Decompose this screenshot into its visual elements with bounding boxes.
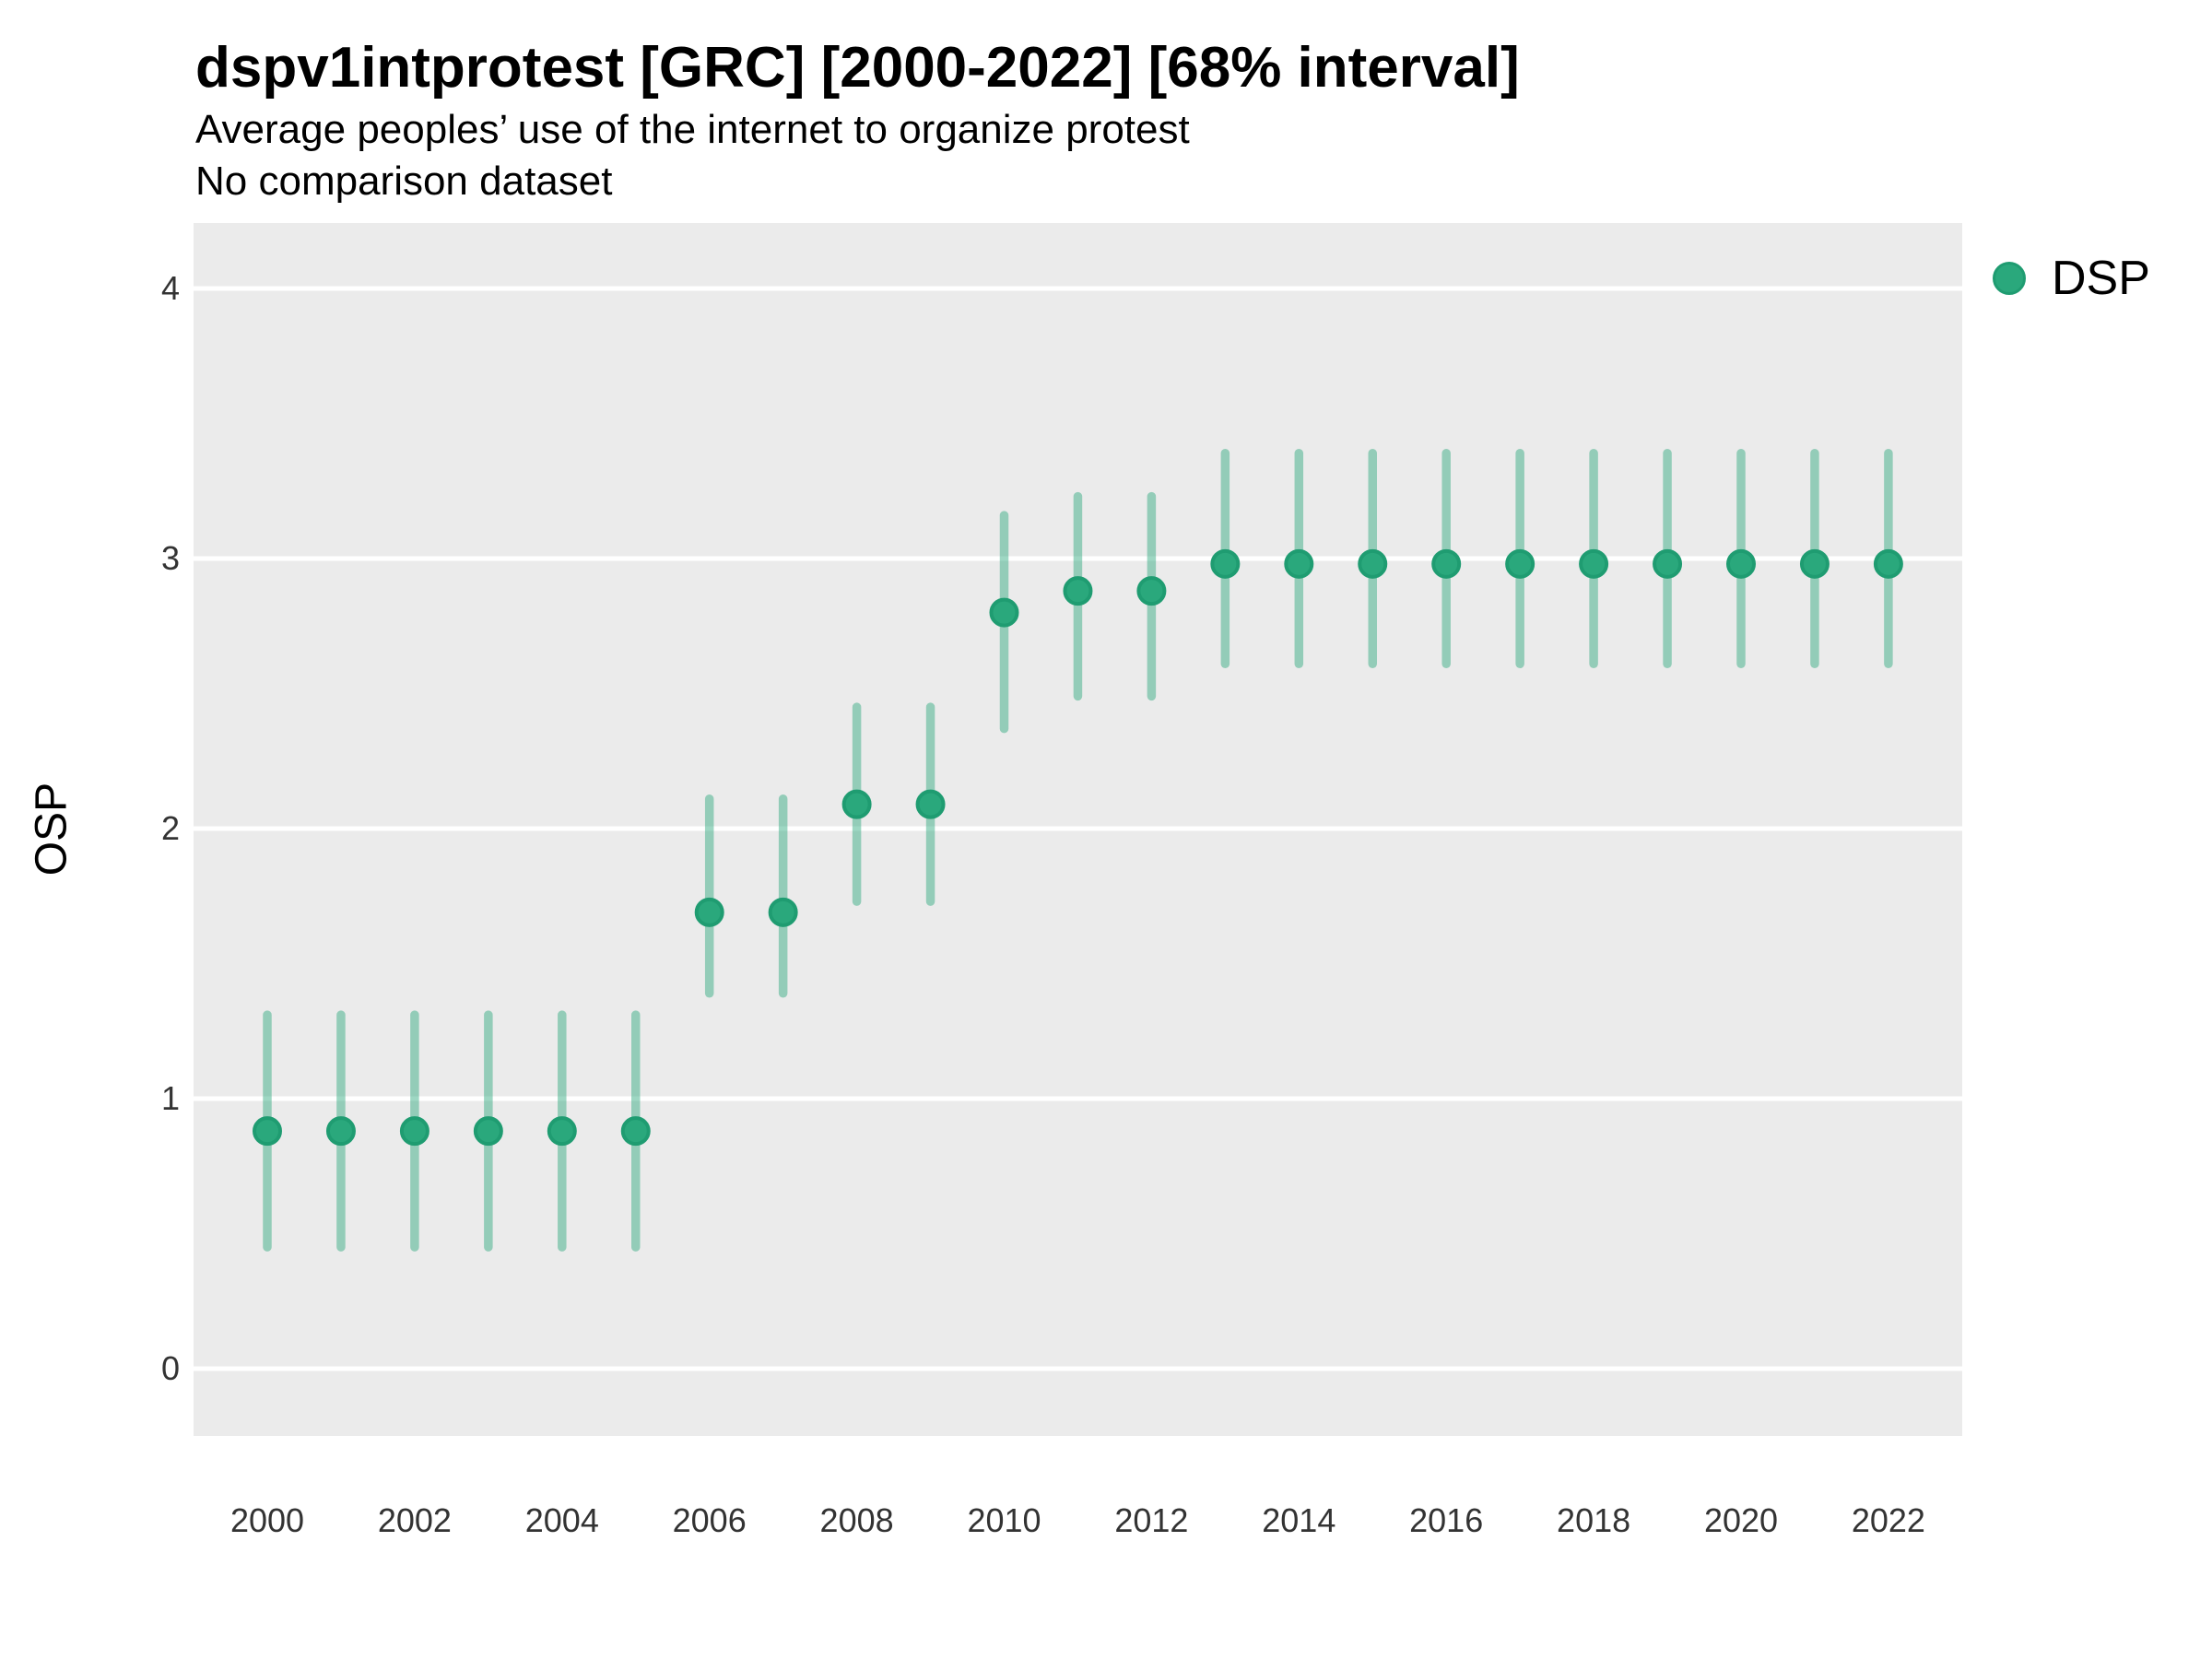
- estimate-point: [1799, 548, 1830, 579]
- estimate-point: [1136, 576, 1167, 606]
- chart-title: dspv1intprotest [GRC] [2000-2022] [68% i…: [195, 36, 1520, 100]
- estimate-point: [253, 1116, 282, 1147]
- estimate-point: [1726, 548, 1756, 579]
- estimate-point: [1505, 548, 1535, 579]
- estimate-point: [1358, 548, 1388, 579]
- x-tick-label: 2010: [967, 1501, 1041, 1539]
- y-tick-label: 0: [160, 1349, 180, 1387]
- x-tick-label: 2004: [524, 1501, 599, 1539]
- y-tick-label: 1: [160, 1079, 180, 1117]
- estimate-point: [915, 789, 946, 819]
- y-tick-label: 2: [160, 809, 180, 847]
- chart-subtitle-note: No comparison dataset: [195, 159, 613, 204]
- estimate-point: [841, 789, 872, 819]
- estimate-point: [1431, 548, 1462, 579]
- estimate-point: [547, 1116, 577, 1147]
- x-tick-label: 2006: [672, 1501, 747, 1539]
- estimate-point: [989, 597, 1019, 628]
- estimate-point: [1063, 576, 1093, 606]
- estimate-point: [1653, 548, 1683, 579]
- x-tick-label: 2014: [1262, 1501, 1336, 1539]
- x-tick-label: 2016: [1409, 1501, 1484, 1539]
- estimate-point: [1873, 548, 1903, 579]
- legend-circle-icon: [1993, 262, 2026, 295]
- y-axis-title: OSP: [27, 782, 76, 877]
- x-tick-label: 2008: [819, 1501, 894, 1539]
- estimate-point: [399, 1116, 429, 1147]
- legend: DSP: [1993, 251, 2150, 306]
- y-tick-label: 4: [160, 269, 180, 307]
- legend-label: DSP: [2052, 252, 2150, 305]
- x-tick-label: 2000: [229, 1501, 305, 1539]
- estimate-point: [620, 1116, 651, 1147]
- estimate-point: [1284, 548, 1314, 579]
- x-tick-label: 2022: [1851, 1501, 1925, 1539]
- estimate-point: [768, 897, 798, 927]
- chart-canvas: [194, 286, 1962, 1371]
- x-tick-label: 2020: [1703, 1501, 1779, 1539]
- estimate-point: [1210, 548, 1241, 579]
- x-tick-label: 2018: [1557, 1501, 1631, 1539]
- y-tick-label: 3: [160, 539, 180, 577]
- estimate-point: [1579, 548, 1609, 579]
- x-tick-label: 2012: [1114, 1501, 1189, 1539]
- estimate-point: [694, 897, 724, 927]
- chart-subtitle: Average peoples’ use of the internet to …: [195, 107, 1190, 152]
- chart-panel: [194, 223, 1962, 1436]
- estimate-point: [473, 1116, 503, 1147]
- x-tick-label: 2002: [377, 1501, 452, 1539]
- estimate-point: [325, 1116, 356, 1147]
